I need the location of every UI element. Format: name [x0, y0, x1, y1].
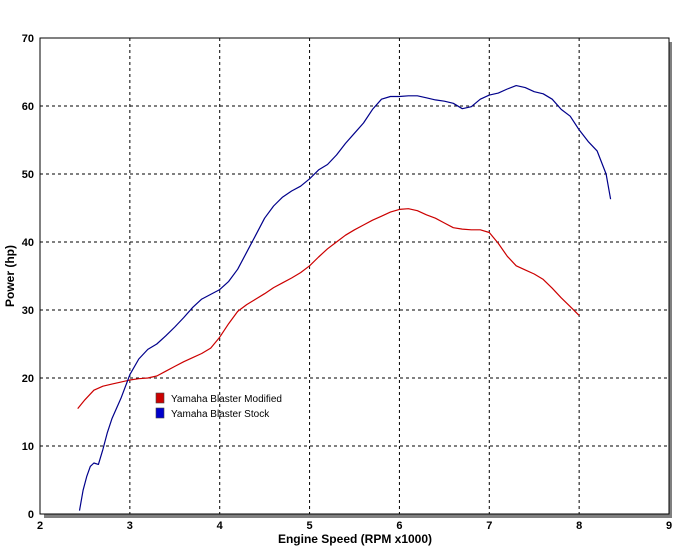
y-axis-label: Power (hp) [3, 245, 17, 307]
y-tick-label: 60 [22, 101, 34, 113]
x-tick-label: 5 [307, 520, 313, 532]
x-tick-labels: 2 3 4 5 6 7 8 9 [37, 520, 672, 532]
x-tick-label: 8 [576, 520, 582, 532]
x-tick-label: 4 [217, 520, 224, 532]
legend-label-stock: Yamaha Blaster Stock [171, 409, 270, 420]
series-line-stock [78, 84, 612, 511]
y-tick-label: 10 [22, 441, 34, 453]
y-tick-label: 20 [22, 373, 34, 385]
grid-lines [40, 38, 669, 514]
legend: Yamaha Blaster Modified Yamaha Blaster S… [155, 392, 282, 420]
y-tick-label: 0 [28, 509, 34, 521]
x-tick-label: 3 [127, 520, 133, 532]
x-tick-label: 6 [396, 520, 402, 532]
y-tick-label: 50 [22, 169, 34, 181]
legend-swatch-stock [155, 407, 165, 419]
y-tick-labels: 0 10 20 30 40 50 60 70 [22, 33, 34, 521]
series-lines [77, 84, 612, 511]
series-line-modified [77, 208, 580, 409]
x-tick-label: 7 [486, 520, 492, 532]
y-tick-label: 30 [22, 305, 34, 317]
plot-area [39, 37, 670, 515]
y-tick-label: 40 [22, 237, 34, 249]
x-tick-label: 2 [37, 520, 43, 532]
y-tick-label: 70 [22, 33, 34, 45]
legend-label-modified: Yamaha Blaster Modified [171, 394, 282, 405]
legend-swatch-modified [155, 392, 165, 404]
x-axis-label: Engine Speed (RPM x1000) [278, 532, 432, 546]
x-tick-label: 9 [666, 520, 672, 532]
